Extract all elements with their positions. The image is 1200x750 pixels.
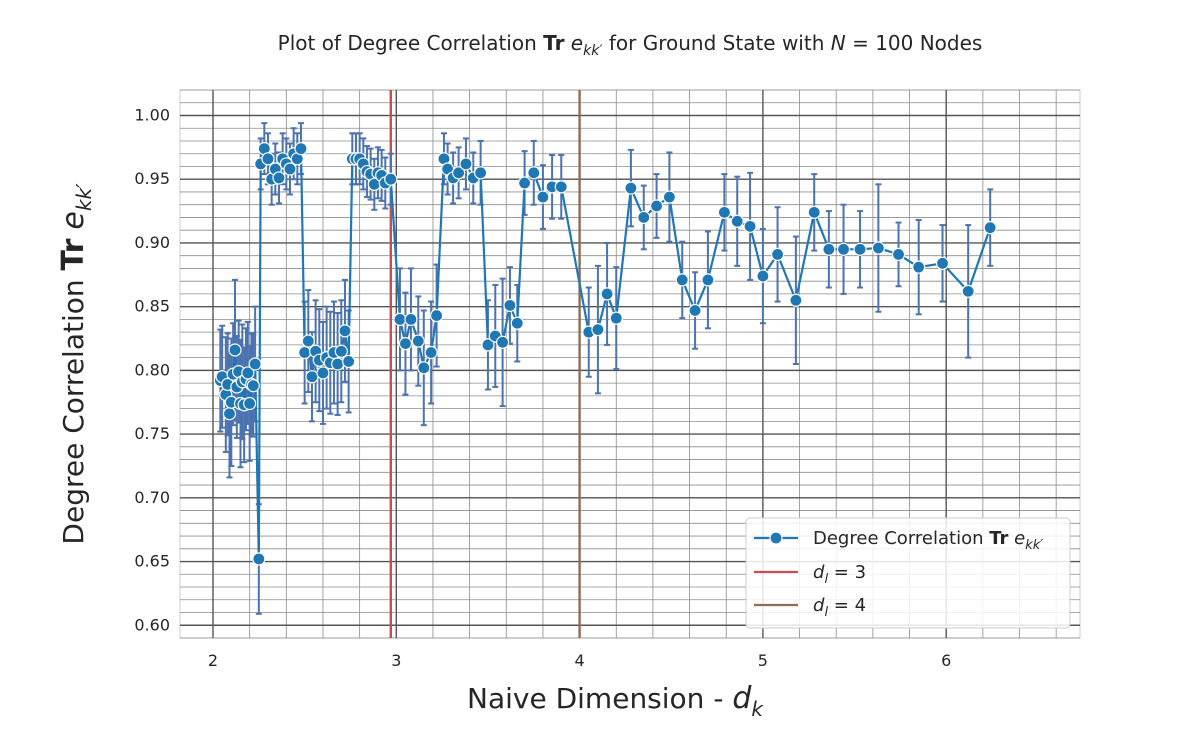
legend-dl3-label: dl = 3 [813,562,866,587]
x-tick-label: 3 [391,651,401,670]
y-axis-label: Degree Correlation Tr ekk′ [56,183,96,545]
data-point [770,247,785,261]
data-point [342,354,356,369]
data-point [301,334,315,348]
data-point [822,242,836,256]
data-point [424,345,438,360]
data-point [261,152,275,166]
x-tick-label: 2 [208,651,218,670]
y-tick-label: 0.65 [134,552,170,571]
data-point [334,344,348,358]
data-point [935,256,950,270]
data-point [518,176,532,190]
data-point [331,357,345,371]
data-point [338,324,352,338]
x-tick-label: 4 [574,651,584,670]
data-point [398,337,413,351]
data-point [701,273,715,287]
data-point [384,172,398,186]
data-point [459,157,473,171]
data-point [243,396,257,411]
data-point [305,370,319,384]
x-tick-label: 5 [758,651,768,670]
legend-series-marker [769,531,783,545]
data-point [853,242,867,256]
data-point [294,142,308,156]
data-point [503,298,517,312]
legend-dl4-label: dl = 4 [813,595,866,620]
data-point [688,303,702,318]
data-point [756,269,770,283]
data-point [717,205,731,219]
data-point [836,242,851,256]
data-point [393,312,407,326]
data-point [298,345,312,360]
data-point [316,366,330,380]
data-point [527,166,541,180]
data-point [891,247,906,261]
y-tick-label: 1.00 [134,105,170,124]
y-tick-label: 0.75 [134,424,170,443]
y-tick-label: 0.60 [134,615,170,634]
data-point [600,287,614,301]
legend-box [745,517,1071,629]
x-tick-labels: 2 3 4 5 6 [208,651,951,670]
data-point [510,316,524,330]
data-point [649,199,664,213]
data-point [452,166,466,180]
data-point [272,171,286,185]
data-point [609,311,623,325]
series-markers [213,142,997,566]
data-point [730,214,744,228]
y-tick-label: 0.95 [134,169,170,188]
data-point [248,357,262,371]
data-point [912,260,926,274]
data-point [252,552,266,566]
y-tick-label: 0.90 [134,233,170,252]
y-tick-label: 0.80 [134,360,170,379]
x-axis-label: Naive Dimension - dk [467,681,764,721]
data-point [222,407,237,421]
x-tick-label: 6 [941,651,951,670]
data-point [246,379,260,393]
y-tick-labels: 0.60 0.65 0.70 0.75 0.80 0.85 0.90 0.95 1.00 [134,105,170,634]
data-point [474,166,488,180]
data-point [430,308,444,323]
data-point [871,241,885,255]
y-tick-label: 0.85 [134,297,170,316]
data-point [675,273,689,287]
data-point [417,361,431,375]
data-point [536,190,550,204]
data-point [404,312,418,326]
legend-series-label: Degree Correlation Tr ekk′ [813,528,1043,553]
data-point [789,293,803,307]
data-point [228,343,242,357]
data-point [496,335,510,349]
data-point [807,205,821,219]
data-point [481,338,495,352]
data-point [961,284,975,298]
data-point [624,181,638,195]
data-point [637,210,651,225]
data-point [411,334,425,348]
data-point [983,221,997,235]
data-point [743,219,757,233]
data-point [283,162,297,176]
data-point [554,180,568,194]
data-point [591,322,605,337]
legend: Degree Correlation Tr ekk′ dl = 3 dl = 4 [745,517,1071,629]
y-tick-label: 0.70 [134,488,170,507]
data-point [662,190,677,204]
chart-title: Plot of Degree Correlation Tr ekk′ for G… [278,31,983,59]
